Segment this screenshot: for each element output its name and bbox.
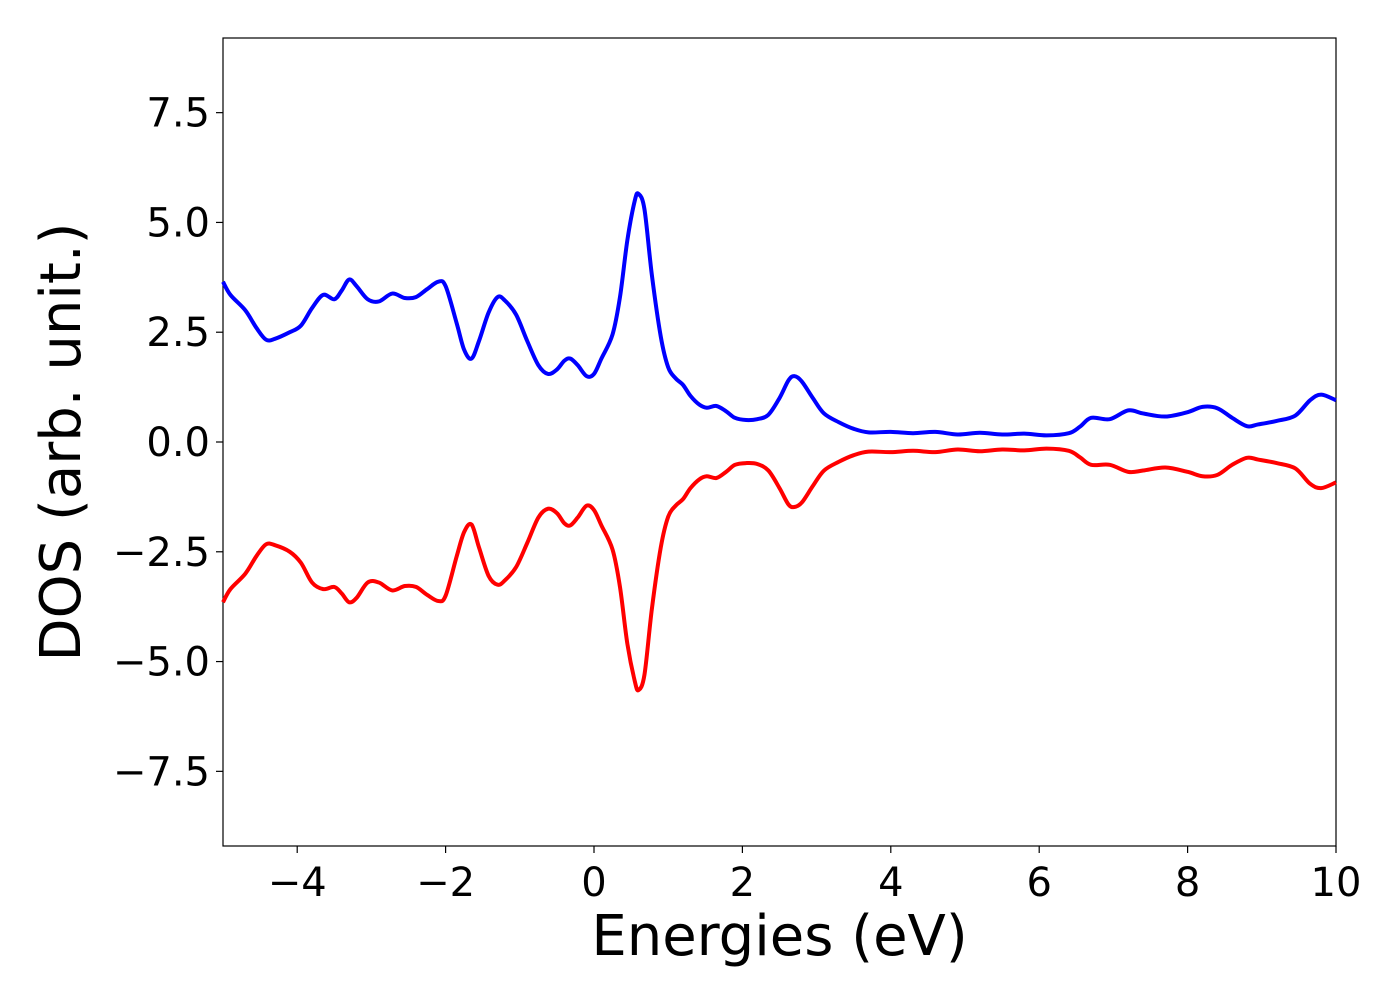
y-tick-label: 0.0 — [146, 420, 210, 466]
x-tick-label: −4 — [268, 860, 327, 906]
y-tick-label: −7.5 — [113, 749, 210, 795]
x-tick-label: 8 — [1175, 860, 1200, 906]
x-axis-ticks: −4 −2 0 2 4 6 8 10 — [268, 846, 1362, 906]
x-tick-label: 6 — [1026, 860, 1051, 906]
y-tick-label: −2.5 — [113, 530, 210, 576]
y-tick-label: 5.0 — [146, 200, 210, 246]
y-axis-ticks: 7.5 5.0 2.5 0.0 −2.5 −5.0 −7.5 — [113, 91, 223, 795]
x-tick-label: 2 — [730, 860, 755, 906]
x-tick-label: 10 — [1311, 860, 1362, 906]
series-line-up — [221, 191, 1337, 438]
plot-frame — [222, 37, 1337, 847]
x-axis-title: Energies (eV) — [591, 904, 967, 969]
y-tick-label: 2.5 — [146, 310, 210, 356]
y-tick-label: −5.0 — [113, 640, 210, 686]
series-line-down — [221, 446, 1337, 693]
x-tick-label: 4 — [878, 860, 903, 906]
x-tick-label: −2 — [416, 860, 475, 906]
series-layer — [221, 191, 1337, 693]
y-axis-title: DOS (arb. unit.) — [29, 222, 94, 661]
y-tick-label: 7.5 — [146, 91, 210, 137]
x-tick-label: 0 — [581, 860, 606, 906]
